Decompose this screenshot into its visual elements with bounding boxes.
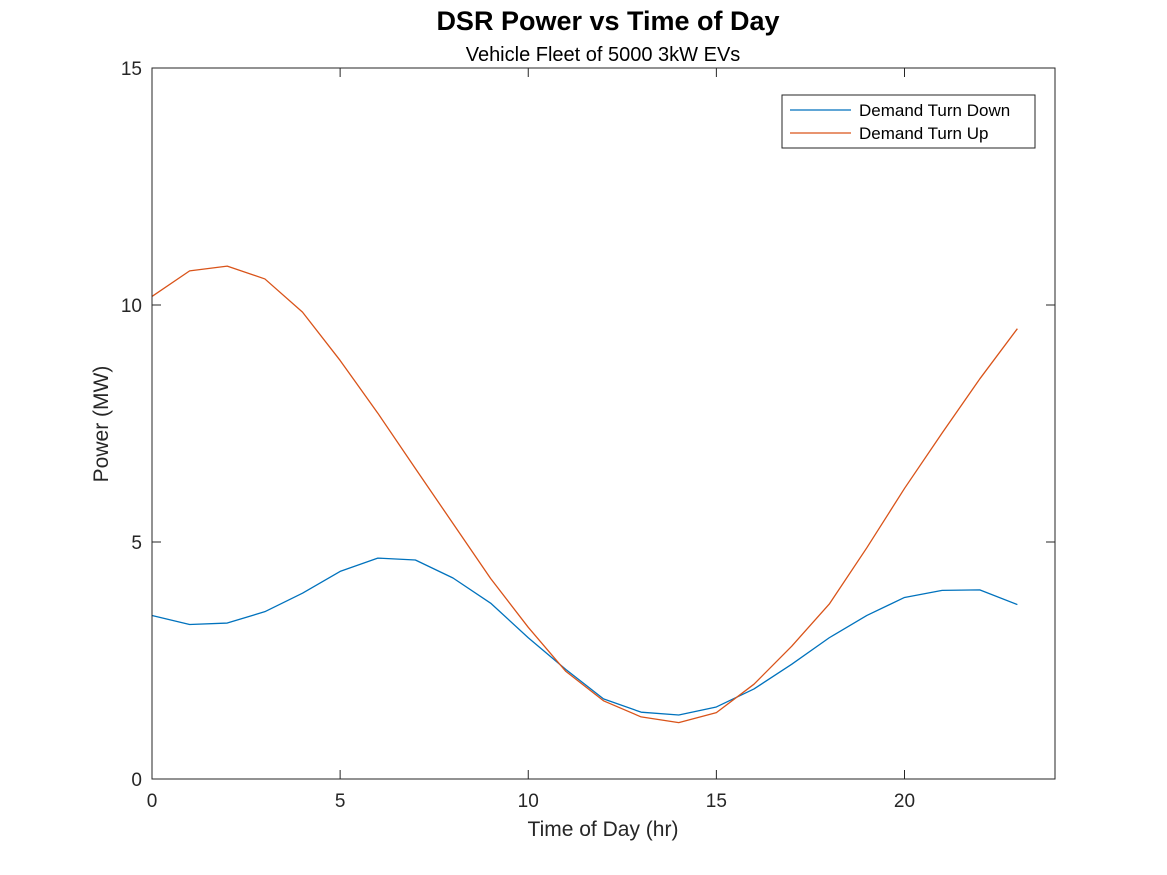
- series-line-demand-turn-up: [151, 265, 1018, 724]
- plot-area: [152, 68, 1055, 779]
- legend-box: [781, 94, 1036, 149]
- legend: Demand Turn Down Demand Turn Up: [781, 94, 1036, 149]
- legend-label-demand-turn-up: Demand Turn Up: [859, 124, 988, 143]
- chart-subtitle: Vehicle Fleet of 5000 3kW EVs: [466, 44, 741, 66]
- y-axis-ticks: 0 5 10 15: [121, 59, 1055, 791]
- series-lines: [151, 265, 1018, 724]
- x-axis-label: Time of Day (hr): [528, 818, 679, 841]
- x-tick-label: 0: [147, 791, 158, 812]
- chart-title: DSR Power vs Time of Day: [436, 6, 779, 36]
- plot-frame: [151, 67, 1056, 780]
- x-tick-label: 15: [706, 791, 727, 812]
- x-tick-label: 10: [518, 791, 539, 812]
- y-tick-label: 5: [131, 533, 142, 554]
- x-axis-ticks: 0 5 10 15 20: [147, 68, 915, 812]
- y-tick-label: 10: [121, 296, 142, 317]
- legend-label-demand-turn-down: Demand Turn Down: [859, 101, 1010, 120]
- x-tick-label: 5: [335, 791, 346, 812]
- series-line-demand-turn-down: [151, 557, 1018, 716]
- y-tick-label: 15: [121, 59, 142, 80]
- x-tick-label: 20: [894, 791, 915, 812]
- y-axis-label: Power (MW): [90, 366, 113, 483]
- y-tick-label: 0: [131, 770, 142, 791]
